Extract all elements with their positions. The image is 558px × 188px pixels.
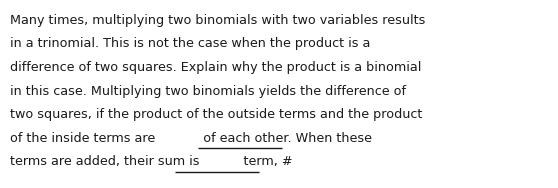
Text: Many times, multiplying two binomials with two variables results: Many times, multiplying two binomials wi…	[10, 14, 425, 27]
Text: terms are added, their sum is           term, #: terms are added, their sum is term, #	[10, 155, 292, 168]
Text: of the inside terms are            of each other. When these: of the inside terms are of each other. W…	[10, 131, 372, 145]
Text: difference of two squares. Explain why the product is a binomial: difference of two squares. Explain why t…	[10, 61, 421, 74]
Text: two squares, if the product of the outside terms and the product: two squares, if the product of the outsi…	[10, 108, 422, 121]
Text: in this case. Multiplying two binomials yields the difference of: in this case. Multiplying two binomials …	[10, 84, 406, 98]
Text: in a trinomial. This is not the case when the product is a: in a trinomial. This is not the case whe…	[10, 37, 371, 51]
